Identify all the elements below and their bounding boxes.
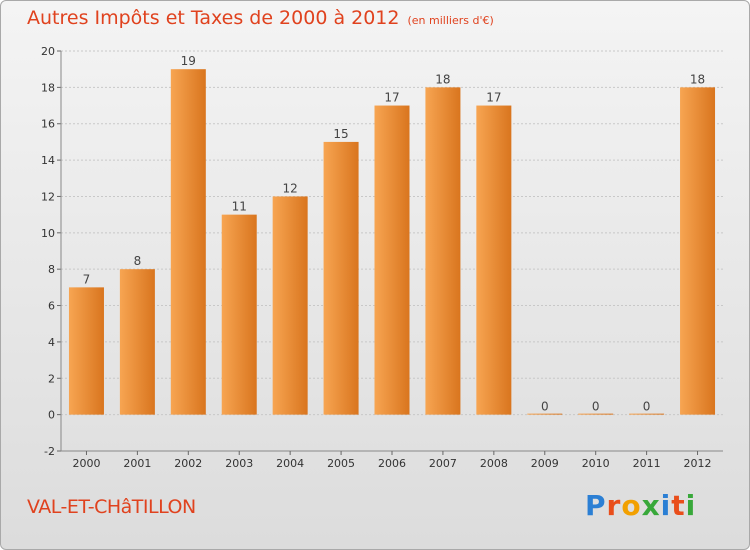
logo-letter: t	[671, 489, 686, 522]
x-tick-label: 2012	[684, 457, 712, 470]
x-tick-label: 2009	[531, 457, 559, 470]
logo-letter: x	[641, 489, 661, 522]
data-label: 18	[690, 72, 705, 86]
bar-2001[interactable]	[119, 269, 155, 415]
bar-2012[interactable]	[680, 87, 716, 415]
x-tick-label: 2011	[633, 457, 661, 470]
place-name: VAL-ET-CHâTILLON	[27, 496, 196, 518]
bar-2011[interactable]	[629, 413, 665, 415]
x-tick-label: 2010	[582, 457, 610, 470]
bar-2002[interactable]	[170, 69, 206, 415]
x-tick-label: 2001	[123, 457, 151, 470]
y-tick-label: 14	[41, 154, 55, 167]
x-tick-label: 2000	[72, 457, 100, 470]
y-tick-label: 20	[41, 45, 55, 58]
data-label: 19	[181, 54, 196, 68]
bar-2010[interactable]	[578, 413, 614, 415]
logo-letter: i	[685, 489, 697, 522]
y-tick-label: 2	[48, 372, 55, 385]
y-tick-label: 8	[48, 263, 55, 276]
bar-2008[interactable]	[476, 105, 512, 415]
y-tick-label: 4	[48, 336, 55, 349]
y-tick-label: 16	[41, 118, 55, 131]
y-tick-label: 10	[41, 227, 55, 240]
data-label: 7	[83, 272, 91, 286]
labels: 7 2000 8 2001 19 2002 11 2003 12 2004 15 2005 17 2006…	[72, 54, 711, 470]
x-tick-label: 2008	[480, 457, 508, 470]
bar-2005[interactable]	[323, 141, 359, 415]
x-tick-label: 2003	[225, 457, 253, 470]
axes: -2 0 2 4 6 8 10 12 14 16 18 20	[41, 45, 723, 458]
data-label: 17	[384, 91, 399, 105]
data-label: 18	[435, 72, 450, 86]
chart-subtitle: (en milliers d'€)	[407, 14, 494, 27]
x-tick-label: 2006	[378, 457, 406, 470]
y-tick-label: 18	[41, 81, 55, 94]
data-label: 11	[232, 200, 247, 214]
data-label: 8	[134, 254, 142, 268]
bar-2007[interactable]	[425, 87, 461, 415]
x-tick-label: 2002	[174, 457, 202, 470]
data-label: 12	[283, 181, 298, 195]
logo-letter: o	[621, 489, 642, 522]
bars	[68, 69, 716, 415]
bar-2000[interactable]	[68, 287, 104, 415]
data-label: 0	[643, 400, 651, 414]
bar-2004[interactable]	[272, 196, 308, 415]
proxiti-logo[interactable]: Proxiti	[585, 489, 696, 522]
data-label: 0	[592, 400, 600, 414]
data-label: 0	[541, 400, 549, 414]
logo-letter: r	[606, 489, 622, 522]
y-tick-label: -2	[44, 445, 55, 458]
bar-2009[interactable]	[527, 413, 563, 415]
bar-2003[interactable]	[221, 214, 257, 415]
x-tick-label: 2005	[327, 457, 355, 470]
y-tick-label: 0	[48, 409, 55, 422]
y-tick-label: 12	[41, 190, 55, 203]
x-tick-label: 2007	[429, 457, 457, 470]
y-tick-label: 6	[48, 300, 55, 313]
bar-2006[interactable]	[374, 105, 410, 415]
logo-letter: P	[585, 489, 607, 522]
x-tick-label: 2004	[276, 457, 304, 470]
chart-title-text: Autres Impôts et Taxes de 2000 à 2012	[27, 7, 400, 29]
logo-letter: i	[660, 489, 672, 522]
data-label: 17	[486, 91, 501, 105]
data-label: 15	[333, 127, 348, 141]
chart-title: Autres Impôts et Taxes de 2000 à 2012 (en…	[27, 7, 494, 29]
